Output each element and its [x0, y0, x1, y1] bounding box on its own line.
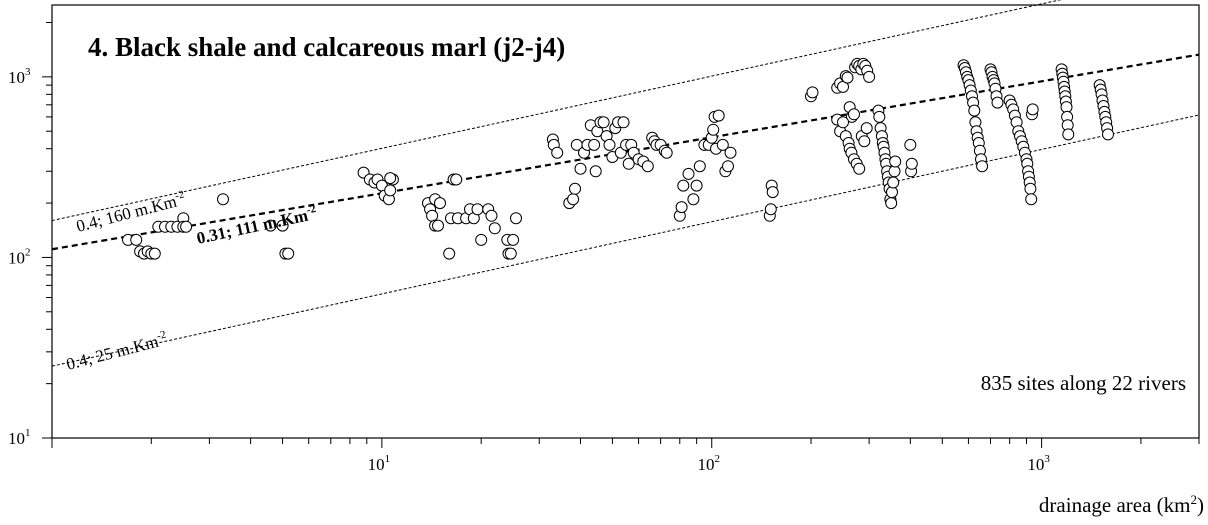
- data-point: [432, 219, 444, 232]
- data-point: [724, 146, 737, 159]
- y-tick-label: 103: [8, 66, 31, 87]
- data-point: [450, 173, 463, 186]
- data-point: [588, 138, 601, 151]
- data-point: [841, 71, 854, 84]
- data-point: [853, 162, 866, 175]
- data-point: [276, 219, 289, 232]
- plot-frame: [51, 4, 1200, 439]
- data-point: [837, 116, 849, 129]
- data-point: [471, 203, 484, 216]
- data-point: [687, 193, 700, 206]
- data-point: [264, 219, 277, 232]
- data-point: [889, 155, 902, 168]
- data-point: [885, 197, 898, 210]
- data-points: [122, 57, 1114, 260]
- data-point: [677, 179, 690, 192]
- data-point: [485, 209, 498, 222]
- reference-line-3: [51, 114, 1200, 367]
- data-point: [475, 233, 488, 246]
- data-point: [617, 116, 630, 129]
- data-point: [766, 186, 779, 199]
- data-point: [693, 160, 706, 173]
- data-point: [887, 176, 900, 189]
- y-axis-ticks: 101 102 103: [8, 21, 52, 448]
- data-point: [660, 146, 673, 159]
- data-point: [675, 201, 688, 214]
- data-point: [589, 165, 602, 178]
- data-point: [848, 108, 860, 121]
- data-point: [858, 135, 871, 148]
- x-axis-label: drainage area (km2): [1039, 492, 1204, 517]
- data-point: [991, 96, 1004, 109]
- data-point: [622, 157, 635, 170]
- data-point: [722, 160, 734, 173]
- data-point: [384, 184, 397, 197]
- x-tick-label: 101: [368, 453, 391, 474]
- data-point: [217, 193, 229, 206]
- data-point: [426, 209, 439, 222]
- data-point: [712, 109, 725, 122]
- data-point: [569, 182, 581, 195]
- data-point: [130, 233, 143, 246]
- data-point: [180, 220, 193, 233]
- data-point: [873, 110, 886, 123]
- data-point: [707, 123, 720, 136]
- data-point: [510, 212, 522, 225]
- data-point: [968, 104, 981, 117]
- data-point: [682, 167, 695, 180]
- data-point: [603, 138, 616, 151]
- data-point: [434, 197, 446, 210]
- data-point: [551, 146, 564, 159]
- data-point: [860, 122, 873, 135]
- data-point: [1024, 182, 1037, 195]
- data-point: [384, 172, 397, 185]
- x-tick-label: 102: [697, 453, 720, 474]
- y-tick-label: 101: [8, 427, 31, 448]
- data-point: [1102, 128, 1114, 141]
- data-point: [806, 86, 819, 99]
- data-point: [863, 70, 876, 83]
- data-point: [690, 179, 703, 192]
- data-point: [641, 160, 654, 173]
- data-point: [904, 138, 917, 151]
- data-point: [764, 203, 777, 216]
- chart-title: 4. Black shale and calcareous marl (j2-j…: [88, 32, 565, 62]
- data-point: [976, 160, 989, 173]
- data-point: [504, 247, 517, 260]
- data-point: [507, 233, 520, 246]
- line-label-fit: 0.31; 111 m.Km-2: [195, 203, 319, 248]
- data-point: [597, 116, 610, 129]
- data-point: [905, 157, 918, 170]
- data-point: [148, 247, 161, 260]
- data-point: [1062, 128, 1075, 141]
- data-point: [567, 193, 580, 206]
- x-tick-label: 103: [1027, 453, 1050, 474]
- data-point: [443, 247, 456, 260]
- sites-annotation: 835 sites along 22 rivers: [981, 371, 1186, 395]
- x-axis-ticks: 101 102 103: [51, 438, 1200, 474]
- data-point: [282, 247, 295, 260]
- y-tick-label: 102: [8, 246, 31, 267]
- data-point: [1026, 103, 1039, 116]
- data-point: [488, 222, 501, 235]
- data-point: [1025, 193, 1038, 206]
- line-label-lower: 0.4; 25 m.Km-2: [64, 329, 169, 374]
- data-point: [716, 138, 729, 151]
- reference-line-1: [51, 0, 1062, 222]
- data-point: [574, 162, 587, 175]
